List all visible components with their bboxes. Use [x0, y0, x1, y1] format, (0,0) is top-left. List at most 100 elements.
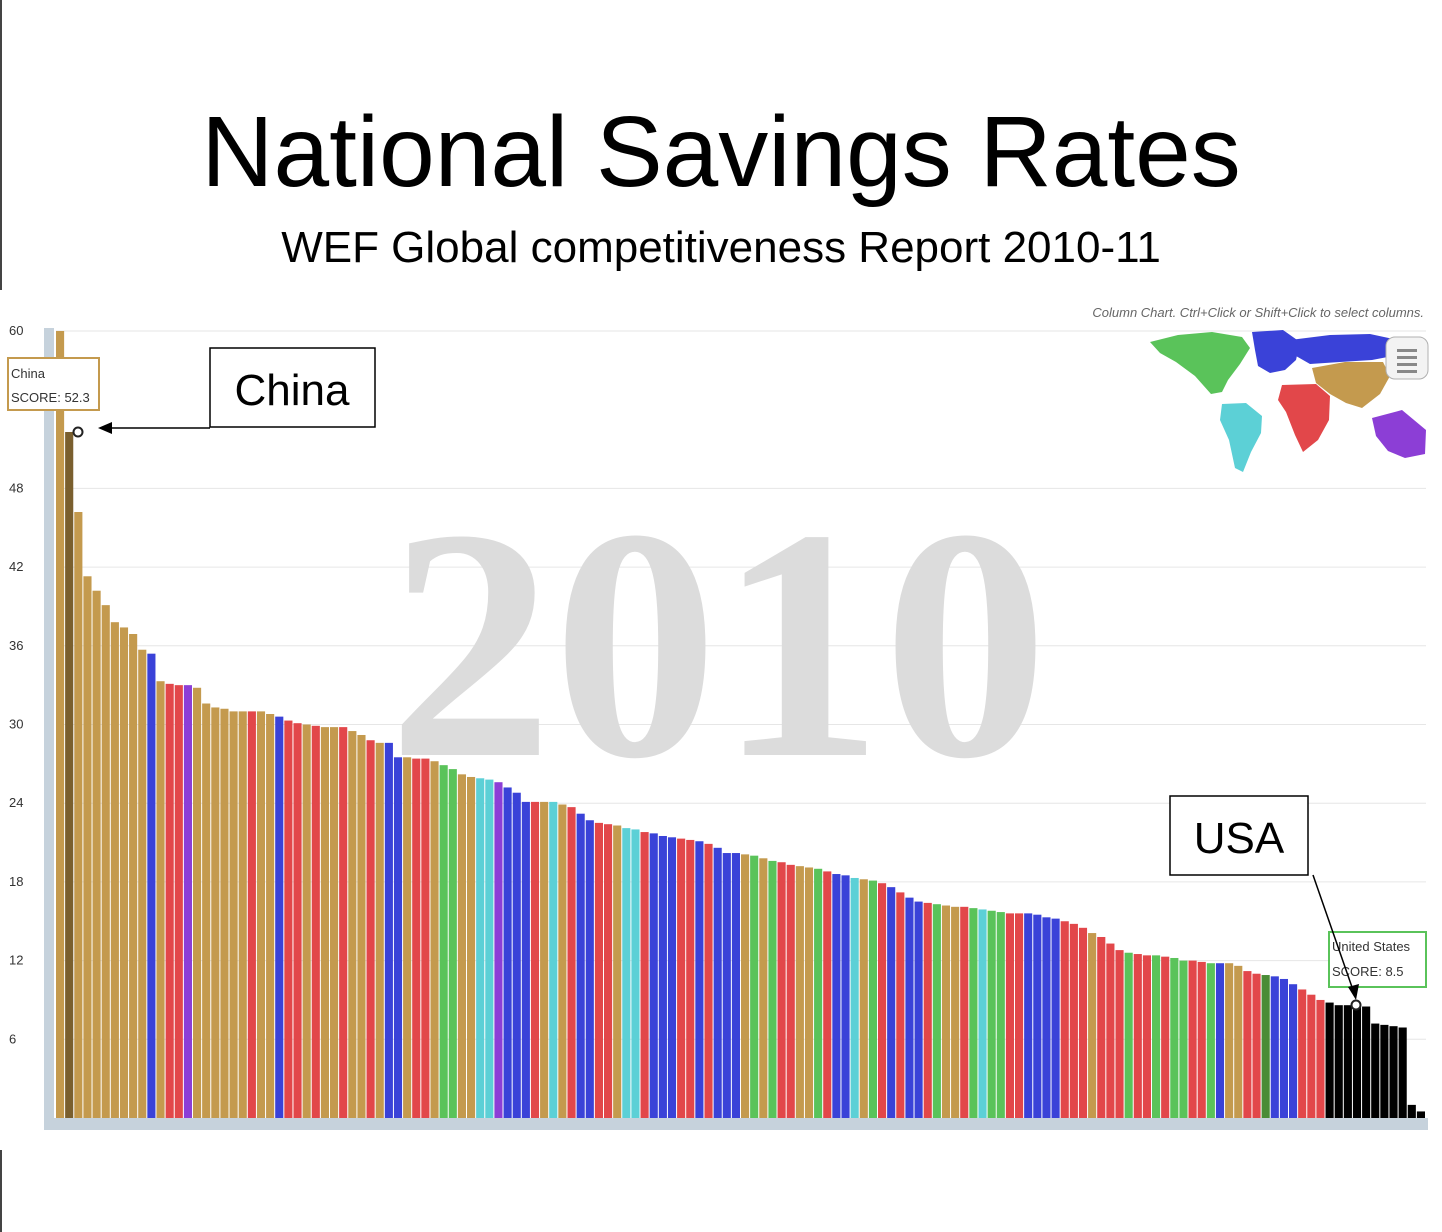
- country-bar[interactable]: [147, 653, 156, 1118]
- country-bar[interactable]: [923, 902, 932, 1118]
- country-bar[interactable]: [1234, 965, 1243, 1118]
- country-bar[interactable]: [585, 820, 594, 1118]
- country-bar[interactable]: [686, 839, 695, 1118]
- country-bar[interactable]: [1115, 950, 1124, 1118]
- country-bar[interactable]: [1088, 933, 1097, 1118]
- country-bar[interactable]: [1097, 936, 1106, 1118]
- country-bar[interactable]: [229, 711, 238, 1118]
- country-bar[interactable]: [868, 880, 877, 1118]
- country-bar[interactable]: [914, 901, 923, 1118]
- country-bar[interactable]: [247, 711, 256, 1118]
- country-bar[interactable]: [987, 910, 996, 1118]
- country-bar[interactable]: [238, 711, 247, 1118]
- country-bar[interactable]: [1407, 1104, 1416, 1118]
- country-bar[interactable]: [777, 862, 786, 1118]
- country-bar[interactable]: [1042, 917, 1051, 1118]
- country-bar[interactable]: [951, 906, 960, 1118]
- country-bar[interactable]: [859, 879, 868, 1118]
- country-bar[interactable]: [412, 758, 421, 1118]
- country-bar[interactable]: [1179, 960, 1188, 1118]
- country-bar[interactable]: [357, 734, 366, 1118]
- country-bar[interactable]: [330, 727, 339, 1118]
- country-bar[interactable]: [631, 829, 640, 1118]
- country-bar[interactable]: [156, 681, 165, 1118]
- country-bar[interactable]: [996, 912, 1005, 1118]
- bar-series[interactable]: [56, 331, 1425, 1119]
- country-bar[interactable]: [1033, 914, 1042, 1118]
- country-bar[interactable]: [339, 727, 348, 1118]
- country-bar[interactable]: [1215, 963, 1225, 1118]
- country-bar[interactable]: [640, 832, 649, 1118]
- country-bar[interactable]: [92, 590, 101, 1118]
- country-bar[interactable]: [1225, 963, 1234, 1118]
- country-bar[interactable]: [832, 874, 841, 1118]
- country-bar[interactable]: [741, 854, 750, 1118]
- country-bar[interactable]: [722, 853, 731, 1118]
- country-bar[interactable]: [896, 892, 905, 1118]
- list-menu-icon[interactable]: [1385, 336, 1429, 380]
- country-bar[interactable]: [941, 905, 951, 1118]
- country-bar[interactable]: [284, 720, 293, 1118]
- country-bar[interactable]: [1298, 989, 1307, 1118]
- country-bar[interactable]: [677, 838, 686, 1118]
- country-bar[interactable]: [1261, 975, 1270, 1118]
- country-bar[interactable]: [110, 622, 119, 1118]
- country-bar[interactable]: [795, 866, 804, 1118]
- country-bar[interactable]: [512, 792, 521, 1118]
- country-bar[interactable]: [1133, 954, 1142, 1118]
- country-bar[interactable]: [384, 742, 393, 1118]
- country-bar[interactable]: [1060, 921, 1069, 1118]
- world-region-map-icon[interactable]: [1150, 330, 1426, 472]
- country-bar[interactable]: [1371, 1023, 1380, 1118]
- country-bar[interactable]: [1243, 971, 1252, 1118]
- country-bar[interactable]: [174, 685, 183, 1118]
- country-bar[interactable]: [119, 627, 129, 1118]
- country-bar[interactable]: [448, 769, 457, 1118]
- country-bar[interactable]: [1316, 999, 1325, 1118]
- country-bar[interactable]: [1152, 955, 1161, 1118]
- country-bar[interactable]: [467, 776, 476, 1118]
- country-bar[interactable]: [439, 765, 448, 1118]
- country-bar[interactable]: [457, 774, 466, 1118]
- country-bar[interactable]: [403, 757, 412, 1118]
- country-bar[interactable]: [393, 757, 403, 1118]
- country-bar[interactable]: [649, 833, 658, 1118]
- country-bar[interactable]: [558, 804, 567, 1118]
- country-bar[interactable]: [366, 740, 375, 1118]
- country-bar[interactable]: [101, 605, 110, 1118]
- country-bar[interactable]: [960, 906, 969, 1118]
- country-bar[interactable]: [1206, 963, 1215, 1118]
- country-bar[interactable]: [841, 875, 850, 1118]
- country-bar[interactable]: [56, 331, 65, 1118]
- country-bar[interactable]: [65, 432, 74, 1118]
- country-bar[interactable]: [613, 825, 622, 1119]
- country-bar[interactable]: [576, 813, 585, 1118]
- country-bar[interactable]: [1078, 927, 1088, 1118]
- country-bar[interactable]: [320, 727, 329, 1118]
- country-bar[interactable]: [1069, 923, 1078, 1118]
- country-bar[interactable]: [1362, 1006, 1371, 1118]
- country-bar[interactable]: [1416, 1111, 1425, 1118]
- country-bar[interactable]: [594, 822, 603, 1119]
- country-bar[interactable]: [521, 801, 530, 1118]
- country-bar[interactable]: [878, 883, 887, 1118]
- country-bar[interactable]: [1289, 984, 1298, 1118]
- country-bar[interactable]: [750, 855, 759, 1118]
- country-bar[interactable]: [193, 687, 202, 1118]
- country-bar[interactable]: [138, 649, 147, 1118]
- country-bar[interactable]: [530, 801, 540, 1118]
- country-bar[interactable]: [850, 877, 859, 1118]
- country-bar[interactable]: [1197, 961, 1206, 1118]
- country-bar[interactable]: [1279, 978, 1288, 1118]
- country-bar[interactable]: [302, 724, 311, 1119]
- country-bar[interactable]: [311, 725, 320, 1118]
- country-bar[interactable]: [293, 723, 302, 1118]
- country-bar[interactable]: [1124, 952, 1133, 1118]
- country-bar[interactable]: [1015, 913, 1024, 1118]
- country-bar[interactable]: [266, 714, 275, 1118]
- country-bar[interactable]: [1024, 913, 1033, 1118]
- country-bar[interactable]: [202, 703, 211, 1118]
- country-bar[interactable]: [1398, 1027, 1407, 1119]
- country-bar[interactable]: [887, 887, 896, 1118]
- country-bar[interactable]: [604, 824, 613, 1118]
